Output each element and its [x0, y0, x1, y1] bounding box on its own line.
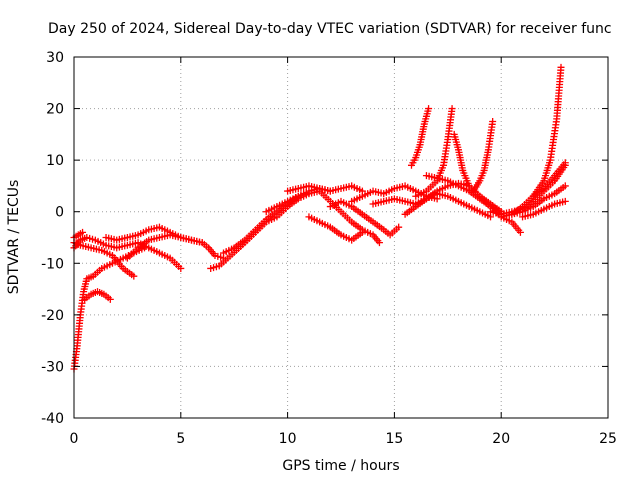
x-axis-label: GPS time / hours: [282, 458, 399, 474]
data-point: [561, 159, 569, 167]
plot-frame: [73, 56, 609, 419]
data-point: [561, 182, 569, 190]
x-tick-label: 10: [279, 431, 297, 447]
y-axis-label: SDTVAR / TECUs: [6, 180, 22, 295]
data-point: [106, 295, 114, 303]
data-point: [561, 197, 569, 205]
data-point: [358, 228, 366, 236]
series-arc-7: [123, 231, 228, 262]
grid: [74, 57, 608, 418]
series-arc-25: [519, 197, 569, 221]
data-point: [375, 239, 383, 247]
y-tick-label: 0: [55, 205, 64, 221]
series-arc-26: [529, 159, 569, 200]
series-arc-3: [70, 239, 138, 280]
series-arc-21: [401, 190, 495, 221]
series-arc-4: [70, 234, 185, 272]
axis-ticks: 0 5 10 15 20 25 -40 -30 -20 -10 0 10 20 30: [41, 50, 617, 447]
series-arc-16: [407, 105, 433, 169]
y-tick-label: -10: [41, 256, 64, 272]
series-arc-13: [326, 197, 403, 239]
series-arc-24: [508, 182, 569, 218]
data-point: [79, 228, 87, 236]
data-point: [177, 264, 185, 272]
data-point: [425, 105, 433, 113]
data-point: [130, 272, 138, 280]
data-point: [489, 117, 497, 125]
series-arc-2: [81, 288, 114, 303]
x-tick-label: 20: [492, 431, 510, 447]
x-tick-label: 5: [176, 431, 185, 447]
y-tick-label: -40: [41, 411, 64, 427]
data-point: [557, 63, 565, 71]
data-point: [395, 223, 403, 231]
series-arc-19: [469, 117, 497, 195]
series-arc-11: [284, 182, 366, 195]
y-tick-label: 20: [46, 102, 64, 118]
data-point: [516, 228, 524, 236]
x-tick-label: 0: [70, 431, 79, 447]
y-tick-label: -30: [41, 359, 64, 375]
chart-title: Day 250 of 2024, Sidereal Day-to-day VTE…: [48, 21, 612, 37]
y-tick-label: 30: [46, 50, 64, 66]
data-point: [448, 105, 456, 113]
y-tick-label: -20: [41, 308, 64, 324]
x-tick-label: 15: [385, 431, 403, 447]
y-tick-label: 10: [46, 153, 64, 169]
x-tick-label: 25: [599, 431, 617, 447]
data-points: [70, 63, 569, 373]
series-arc-12: [305, 213, 366, 244]
